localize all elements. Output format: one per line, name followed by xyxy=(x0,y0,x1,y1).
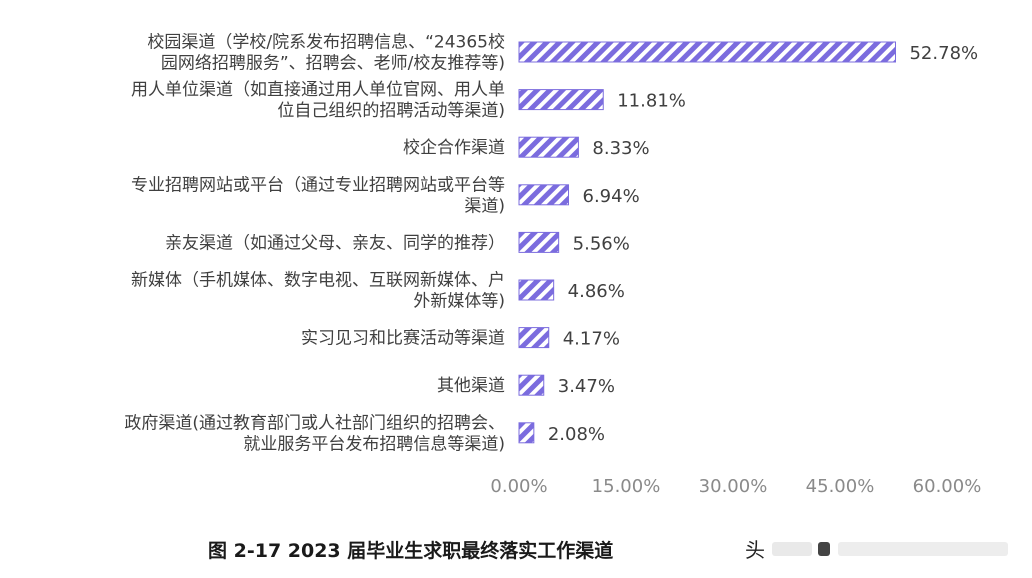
bar xyxy=(518,184,570,206)
bar xyxy=(518,136,579,158)
data-label: 3.47% xyxy=(558,376,615,397)
x-tick-label: 30.00% xyxy=(699,476,768,497)
data-label: 11.81% xyxy=(617,91,686,112)
category-label: 政府渠道(通过教育部门或人社部门组织的招聘会、就业服务平台发布招聘信息等渠道) xyxy=(124,413,505,454)
x-tick-label: 45.00% xyxy=(806,476,875,497)
bar xyxy=(518,327,550,349)
data-label: 4.86% xyxy=(568,281,625,302)
category-label-line: 专业招聘网站或平台（通过专业招聘网站或平台等 xyxy=(131,175,505,195)
category-label: 校企合作渠道 xyxy=(403,138,505,158)
bar xyxy=(518,231,560,253)
category-label: 用人单位渠道（如直接通过用人单位官网、用人单位自己组织的招聘活动等渠道) xyxy=(131,80,505,121)
category-label-line: 用人单位渠道（如直接通过用人单位官网、用人单 xyxy=(131,80,505,100)
data-label: 4.17% xyxy=(563,329,620,350)
category-label: 专业招聘网站或平台（通过专业招聘网站或平台等渠道) xyxy=(131,175,505,216)
category-label-line: 亲友渠道（如通过父母、亲友、同学的推荐） xyxy=(165,233,505,253)
category-label-line: 政府渠道(通过教育部门或人社部门组织的招聘会、 xyxy=(124,413,505,433)
category-label-line: 校企合作渠道 xyxy=(403,138,505,158)
category-label-line: 校园渠道（学校/院系发布招聘信息、“24365校 xyxy=(147,33,505,53)
category-label: 实习见习和比赛活动等渠道 xyxy=(301,328,505,349)
data-label: 6.94% xyxy=(583,186,640,207)
category-label-line: 位自己组织的招聘活动等渠道) xyxy=(277,101,505,121)
watermark-blur xyxy=(838,542,1008,556)
category-label-line: 外新媒体等) xyxy=(413,292,505,312)
x-tick-label: 15.00% xyxy=(592,476,661,497)
category-label-line: 渠道) xyxy=(464,196,505,216)
category-label: 其他渠道 xyxy=(437,376,505,396)
data-label: 52.78% xyxy=(909,43,978,64)
x-tick-label: 60.00% xyxy=(913,476,982,497)
watermark-blur xyxy=(818,542,830,556)
category-label: 亲友渠道（如通过父母、亲友、同学的推荐） xyxy=(165,233,505,253)
x-tick-label: 0.00% xyxy=(490,476,547,497)
watermark-text: 头 xyxy=(745,538,765,562)
category-label-line: 实习见习和比赛活动等渠道 xyxy=(301,328,505,349)
data-label: 2.08% xyxy=(548,424,605,445)
data-label: 5.56% xyxy=(573,233,630,254)
category-label-line: 就业服务平台发布招聘信息等渠道) xyxy=(243,434,505,454)
watermark-blur xyxy=(772,542,812,556)
data-label: 8.33% xyxy=(592,138,649,159)
bar xyxy=(518,41,896,63)
bar xyxy=(518,89,604,111)
category-label-line: 其他渠道 xyxy=(437,376,505,396)
category-label: 校园渠道（学校/院系发布招聘信息、“24365校园网络招聘服务”、招聘会、老师/… xyxy=(147,33,505,74)
category-label: 新媒体（手机媒体、数字电视、互联网新媒体、户外新媒体等) xyxy=(131,271,505,312)
figure-caption: 图 2-17 2023 届毕业生求职最终落实工作渠道 xyxy=(208,540,614,562)
category-label-line: 园网络招聘服务”、招聘会、老师/校友推荐等) xyxy=(161,54,505,74)
bar xyxy=(518,422,535,444)
category-label-line: 新媒体（手机媒体、数字电视、互联网新媒体、户 xyxy=(131,271,505,291)
bar xyxy=(518,279,555,301)
bar xyxy=(518,374,545,396)
